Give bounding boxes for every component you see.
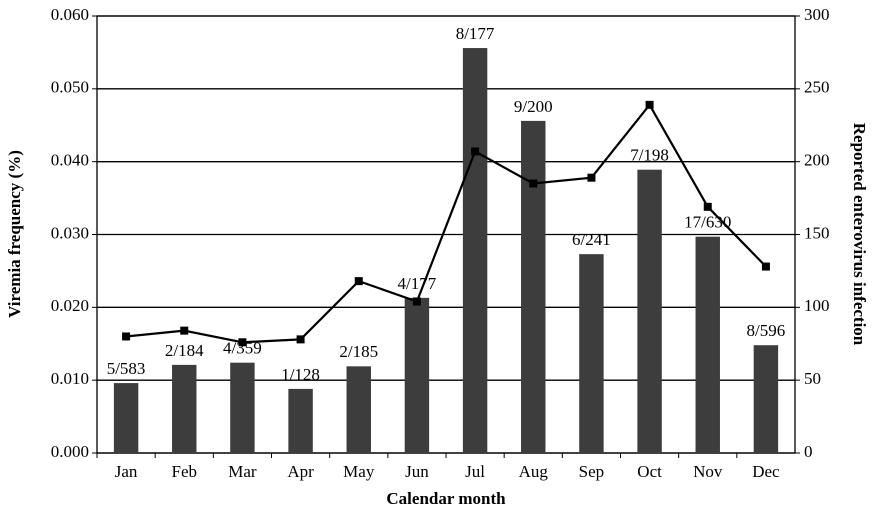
bar bbox=[695, 236, 720, 453]
x-tick-label: Sep bbox=[579, 462, 605, 481]
line-marker bbox=[412, 297, 421, 306]
bar bbox=[404, 297, 430, 453]
bar-annotation: 2/185 bbox=[339, 342, 378, 361]
x-tick-label: Jul bbox=[465, 462, 485, 481]
line-marker bbox=[703, 202, 712, 211]
y-tick-label: 0.060 bbox=[51, 5, 89, 24]
y-tick-label: 0.010 bbox=[51, 369, 89, 388]
bar-annotation: 1/128 bbox=[281, 365, 320, 384]
line-marker bbox=[645, 100, 654, 109]
line-marker bbox=[180, 326, 189, 335]
line-marker bbox=[238, 338, 247, 347]
bar bbox=[521, 120, 546, 453]
bar-annotation: 8/596 bbox=[747, 321, 786, 340]
y-tick-label: 0.050 bbox=[51, 78, 89, 97]
y2-tick-label: 150 bbox=[804, 223, 830, 242]
x-tick-label: Nov bbox=[693, 462, 723, 481]
line-marker bbox=[761, 262, 770, 271]
bar bbox=[579, 254, 604, 453]
y2-tick-label: 300 bbox=[804, 5, 830, 24]
y-tick-label: 0.030 bbox=[51, 223, 89, 242]
x-tick-label: May bbox=[343, 462, 375, 481]
y2-tick-label: 0 bbox=[804, 442, 813, 461]
bar bbox=[288, 388, 313, 453]
y-tick-label: 0.000 bbox=[51, 442, 89, 461]
y2-tick-label: 100 bbox=[804, 296, 830, 315]
line-marker bbox=[587, 173, 596, 182]
line-marker bbox=[122, 332, 131, 341]
bar-annotation: 4/177 bbox=[398, 274, 437, 293]
x-tick-label: Aug bbox=[519, 462, 549, 481]
x-tick-label: Feb bbox=[172, 462, 198, 481]
y-tick-label: 0.020 bbox=[51, 296, 89, 315]
bar-annotation: 8/177 bbox=[456, 24, 495, 43]
line-marker bbox=[471, 147, 480, 156]
x-tick-label: Dec bbox=[752, 462, 780, 481]
bar bbox=[753, 345, 779, 453]
bar-annotation: 2/184 bbox=[165, 341, 204, 360]
line-marker bbox=[296, 335, 305, 344]
bar bbox=[230, 362, 255, 453]
y2-tick-label: 50 bbox=[804, 369, 821, 388]
x-axis-title: Calendar month bbox=[386, 489, 506, 508]
x-tick-label: Mar bbox=[228, 462, 257, 481]
y2-tick-label: 200 bbox=[804, 151, 830, 170]
bar bbox=[346, 366, 371, 453]
x-tick-label: Jun bbox=[405, 462, 429, 481]
y-axis-title: Viremia frequency (%) bbox=[5, 150, 24, 318]
x-tick-label: Jan bbox=[115, 462, 138, 481]
bar bbox=[172, 364, 197, 453]
y-tick-label: 0.040 bbox=[51, 151, 89, 170]
x-tick-label: Apr bbox=[287, 462, 314, 481]
bar-annotation: 7/198 bbox=[630, 146, 669, 165]
x-tick-label: Oct bbox=[637, 462, 662, 481]
bar bbox=[462, 48, 488, 454]
line bbox=[125, 102, 767, 344]
bar-annotation: 17/630 bbox=[684, 213, 731, 232]
bar-annotation: 9/200 bbox=[514, 97, 553, 116]
y2-axis-title: Reported enterovirus infection bbox=[850, 123, 869, 346]
bar-annotation: 6/241 bbox=[572, 230, 611, 249]
bar bbox=[637, 169, 662, 453]
bar-annotation: 5/583 bbox=[107, 359, 146, 378]
y2-tick-label: 250 bbox=[804, 78, 830, 97]
line-marker bbox=[529, 179, 538, 188]
bar-annotation: 4/359 bbox=[223, 339, 262, 358]
bar bbox=[113, 383, 139, 453]
line-marker bbox=[354, 277, 363, 286]
